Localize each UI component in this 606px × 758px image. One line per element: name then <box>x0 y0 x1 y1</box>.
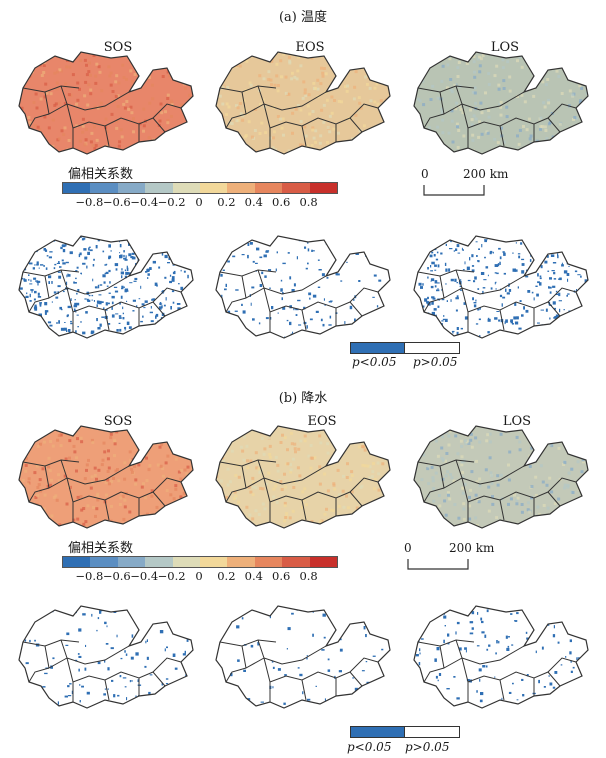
scale-bar-b <box>407 559 469 570</box>
sig-label-high-b: p>0.05 <box>405 740 450 754</box>
region-outline <box>215 51 391 155</box>
sig-label-low-a: p<0.05 <box>352 355 397 369</box>
region-outline <box>413 51 589 155</box>
region-outline <box>413 425 589 529</box>
panel-label-eos-b: EOS <box>307 414 337 429</box>
sig-map-a-sos <box>18 235 194 339</box>
region-outline <box>413 235 589 339</box>
colorbar-swatch-7 <box>254 183 283 193</box>
colorbar-tick-label: −0.2 <box>157 195 186 209</box>
map-b-eos <box>215 425 391 529</box>
colorbar-tick-label: 0.4 <box>244 569 263 583</box>
colorbar-swatch-4 <box>172 183 201 193</box>
colorbar-swatch-8 <box>282 557 310 567</box>
colorbar-swatch-0 <box>63 183 91 193</box>
sig-label-low-b: p<0.05 <box>347 740 392 754</box>
panel-label-sos-a: SOS <box>103 40 133 55</box>
scale-zero-a: 0 <box>421 167 429 181</box>
colorbar-ticks-b: −0.8 −0.6 −0.4 −0.2 0 0.2 0.4 0.6 0.8 <box>62 569 338 585</box>
colorbar-tick-label: 0.6 <box>272 569 291 583</box>
panel-label-los-b: LOS <box>502 414 532 429</box>
colorbar-swatch-4 <box>172 557 201 567</box>
colorbar-tick-label: 0.2 <box>217 195 236 209</box>
colorbar-swatch-9 <box>309 557 338 567</box>
sig-map-a-eos <box>215 235 391 339</box>
colorbar-swatch-6 <box>227 183 255 193</box>
sig-map-b-eos <box>215 605 391 709</box>
map-b-sos <box>18 425 194 529</box>
region-outline <box>18 235 194 339</box>
map-a-sos <box>18 51 194 155</box>
colorbar-swatch-8 <box>282 183 310 193</box>
region-outline <box>413 605 589 709</box>
colorbar-tick-label: 0.8 <box>299 195 318 209</box>
colorbar-swatch-5 <box>200 557 228 567</box>
colorbar-tick-label: 0.2 <box>217 569 236 583</box>
region-outline <box>18 425 194 529</box>
sig-legend-blue-a <box>350 342 406 354</box>
legend-title-b: 偏相关系数 <box>68 541 134 556</box>
colorbar-tick-label: 0 <box>195 195 203 209</box>
colorbar-tick-label: 0.6 <box>272 195 291 209</box>
region-outline <box>215 235 391 339</box>
colorbar-swatch-1 <box>90 557 118 567</box>
colorbar-swatch-0 <box>63 557 91 567</box>
panel-label-sos-b: SOS <box>103 414 133 429</box>
colorbar-tick-label: 0.4 <box>244 195 263 209</box>
colorbar-swatch-6 <box>227 557 255 567</box>
colorbar-tick-label: −0.8 <box>75 569 104 583</box>
region-outline <box>215 605 391 709</box>
scale-end-a: 200 km <box>463 167 509 181</box>
sig-map-b-sos <box>18 605 194 709</box>
scale-bar-a <box>423 185 485 196</box>
colorbar-swatch-5 <box>200 183 228 193</box>
sig-legend-white-a <box>404 342 460 354</box>
colorbar-a <box>62 182 338 194</box>
colorbar-swatch-9 <box>309 183 338 193</box>
colorbar-tick-label: −0.4 <box>130 195 159 209</box>
colorbar-tick-label: −0.6 <box>102 569 131 583</box>
panel-label-los-a: LOS <box>490 40 520 55</box>
sig-legend-white-b <box>404 726 460 738</box>
legend-title-a: 偏相关系数 <box>68 167 134 182</box>
colorbar-tick-label: −0.4 <box>130 569 159 583</box>
colorbar-tick-label: −0.6 <box>102 195 131 209</box>
colorbar-swatch-1 <box>90 183 118 193</box>
colorbar-swatch-3 <box>145 557 173 567</box>
colorbar-tick-label: −0.2 <box>157 569 186 583</box>
panel-label-eos-a: EOS <box>295 40 325 55</box>
colorbar-tick-label: −0.8 <box>75 195 104 209</box>
sig-map-a-los <box>413 235 589 339</box>
colorbar-ticks-a: −0.8 −0.6 −0.4 −0.2 0 0.2 0.4 0.6 0.8 <box>62 195 338 211</box>
region-outline <box>18 605 194 709</box>
sig-map-b-los <box>413 605 589 709</box>
colorbar-swatch-3 <box>145 183 173 193</box>
scale-end-b: 200 km <box>449 541 495 555</box>
colorbar-b <box>62 556 338 568</box>
colorbar-swatch-7 <box>254 557 283 567</box>
region-outline <box>18 51 194 155</box>
map-a-eos <box>215 51 391 155</box>
section-b-title: (b) 降水 <box>278 391 328 406</box>
map-b-los <box>413 425 589 529</box>
colorbar-tick-label: 0 <box>195 569 203 583</box>
region-outline <box>215 425 391 529</box>
map-a-los <box>413 51 589 155</box>
colorbar-tick-label: 0.8 <box>299 569 318 583</box>
colorbar-swatch-2 <box>117 183 146 193</box>
sig-label-high-a: p>0.05 <box>413 355 458 369</box>
section-a-title: (a) 温度 <box>278 10 328 25</box>
scale-zero-b: 0 <box>404 541 412 555</box>
sig-legend-blue-b <box>350 726 406 738</box>
colorbar-swatch-2 <box>117 557 146 567</box>
